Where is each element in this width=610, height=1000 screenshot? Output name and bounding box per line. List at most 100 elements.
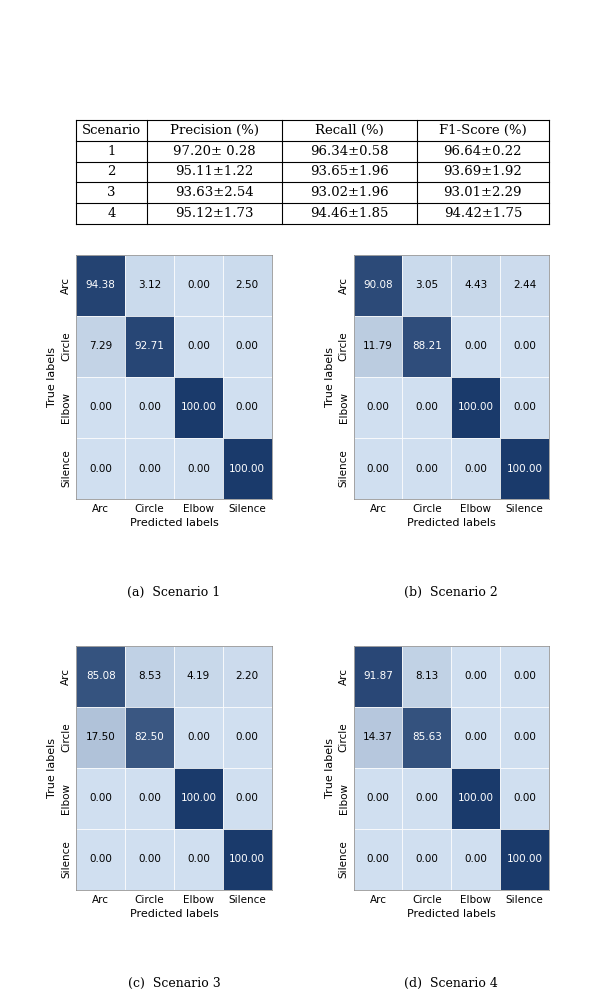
Text: 88.21: 88.21 — [412, 341, 442, 351]
Text: 0.00: 0.00 — [89, 793, 112, 803]
Bar — [500, 707, 549, 768]
Text: 0.00: 0.00 — [367, 793, 390, 803]
Text: 0.00: 0.00 — [513, 732, 536, 742]
Text: 8.13: 8.13 — [415, 671, 439, 681]
Title: (d)  Scenario 4: (d) Scenario 4 — [404, 977, 498, 990]
Text: 100.00: 100.00 — [506, 464, 542, 474]
Bar — [354, 377, 403, 438]
Text: 0.00: 0.00 — [235, 341, 259, 351]
Text: 0.00: 0.00 — [415, 402, 439, 412]
Text: 0.00: 0.00 — [138, 464, 161, 474]
Bar — [125, 377, 174, 438]
X-axis label: Predicted labels: Predicted labels — [129, 909, 218, 919]
Text: 96.64±0.22: 96.64±0.22 — [443, 145, 522, 158]
Text: 3: 3 — [107, 186, 116, 199]
Bar — [125, 438, 174, 499]
Text: 93.02±1.96: 93.02±1.96 — [310, 186, 389, 199]
Bar — [354, 646, 403, 707]
Bar — [500, 255, 549, 316]
Bar — [125, 316, 174, 377]
Text: 0.00: 0.00 — [187, 341, 210, 351]
Text: 0.00: 0.00 — [513, 341, 536, 351]
Text: 0.00: 0.00 — [367, 402, 390, 412]
Bar — [174, 377, 223, 438]
Bar — [223, 707, 271, 768]
Text: 95.11±1.22: 95.11±1.22 — [176, 165, 254, 178]
Bar — [500, 768, 549, 829]
Bar — [174, 829, 223, 890]
Text: 2.50: 2.50 — [235, 280, 259, 290]
Text: 100.00: 100.00 — [181, 793, 217, 803]
Text: 91.87: 91.87 — [363, 671, 393, 681]
Bar — [223, 316, 271, 377]
Text: 0.00: 0.00 — [464, 732, 487, 742]
Text: 2: 2 — [107, 165, 116, 178]
Text: 90.08: 90.08 — [364, 280, 393, 290]
Text: 0.00: 0.00 — [187, 280, 210, 290]
Bar — [354, 255, 403, 316]
Text: 93.63±2.54: 93.63±2.54 — [175, 186, 254, 199]
Bar — [451, 438, 500, 499]
Bar — [76, 707, 125, 768]
Text: 0.00: 0.00 — [138, 402, 161, 412]
Text: 1: 1 — [107, 145, 116, 158]
Y-axis label: True labels: True labels — [325, 738, 335, 798]
Bar — [174, 768, 223, 829]
Title: (c)  Scenario 3: (c) Scenario 3 — [127, 977, 220, 990]
Bar — [451, 255, 500, 316]
Bar — [403, 377, 451, 438]
Text: 0.00: 0.00 — [415, 793, 439, 803]
Text: 94.42±1.75: 94.42±1.75 — [443, 207, 522, 220]
Bar — [403, 768, 451, 829]
Text: 0.00: 0.00 — [464, 854, 487, 864]
Text: 0.00: 0.00 — [187, 464, 210, 474]
Bar — [174, 255, 223, 316]
Text: 93.69±1.92: 93.69±1.92 — [443, 165, 522, 178]
Title: (a)  Scenario 1: (a) Scenario 1 — [127, 586, 221, 599]
Text: 3.12: 3.12 — [138, 280, 161, 290]
Bar — [76, 255, 125, 316]
Bar — [451, 707, 500, 768]
Y-axis label: True labels: True labels — [47, 738, 57, 798]
Text: 4.43: 4.43 — [464, 280, 487, 290]
Bar — [451, 316, 500, 377]
Text: 93.65±1.96: 93.65±1.96 — [310, 165, 389, 178]
Bar — [125, 255, 174, 316]
Text: 100.00: 100.00 — [458, 793, 493, 803]
Bar — [451, 646, 500, 707]
Bar — [500, 438, 549, 499]
Bar — [354, 438, 403, 499]
Bar — [451, 829, 500, 890]
Text: 0.00: 0.00 — [187, 732, 210, 742]
Bar — [354, 707, 403, 768]
Text: 0.00: 0.00 — [89, 464, 112, 474]
Text: 0.00: 0.00 — [513, 402, 536, 412]
Bar — [403, 438, 451, 499]
Bar — [500, 646, 549, 707]
Text: 4.19: 4.19 — [187, 671, 210, 681]
Text: 100.00: 100.00 — [229, 854, 265, 864]
Bar — [76, 377, 125, 438]
Text: 7.29: 7.29 — [89, 341, 112, 351]
Text: 14.37: 14.37 — [363, 732, 393, 742]
Text: 11.79: 11.79 — [363, 341, 393, 351]
Bar — [125, 768, 174, 829]
Text: Scenario: Scenario — [82, 124, 142, 137]
Text: 0.00: 0.00 — [235, 732, 259, 742]
Bar — [223, 438, 271, 499]
Text: 94.46±1.85: 94.46±1.85 — [310, 207, 389, 220]
Text: 0.00: 0.00 — [513, 793, 536, 803]
X-axis label: Predicted labels: Predicted labels — [407, 909, 496, 919]
Text: F1-Score (%): F1-Score (%) — [439, 124, 526, 137]
Bar — [223, 829, 271, 890]
Bar — [500, 377, 549, 438]
Text: 0.00: 0.00 — [464, 341, 487, 351]
Text: 2.44: 2.44 — [513, 280, 536, 290]
Text: 0.00: 0.00 — [138, 854, 161, 864]
Bar — [223, 255, 271, 316]
Text: 0.00: 0.00 — [187, 854, 210, 864]
Text: 96.34±0.58: 96.34±0.58 — [310, 145, 389, 158]
Title: (b)  Scenario 2: (b) Scenario 2 — [404, 586, 498, 599]
Text: Precision (%): Precision (%) — [170, 124, 259, 137]
Y-axis label: True labels: True labels — [325, 347, 335, 407]
